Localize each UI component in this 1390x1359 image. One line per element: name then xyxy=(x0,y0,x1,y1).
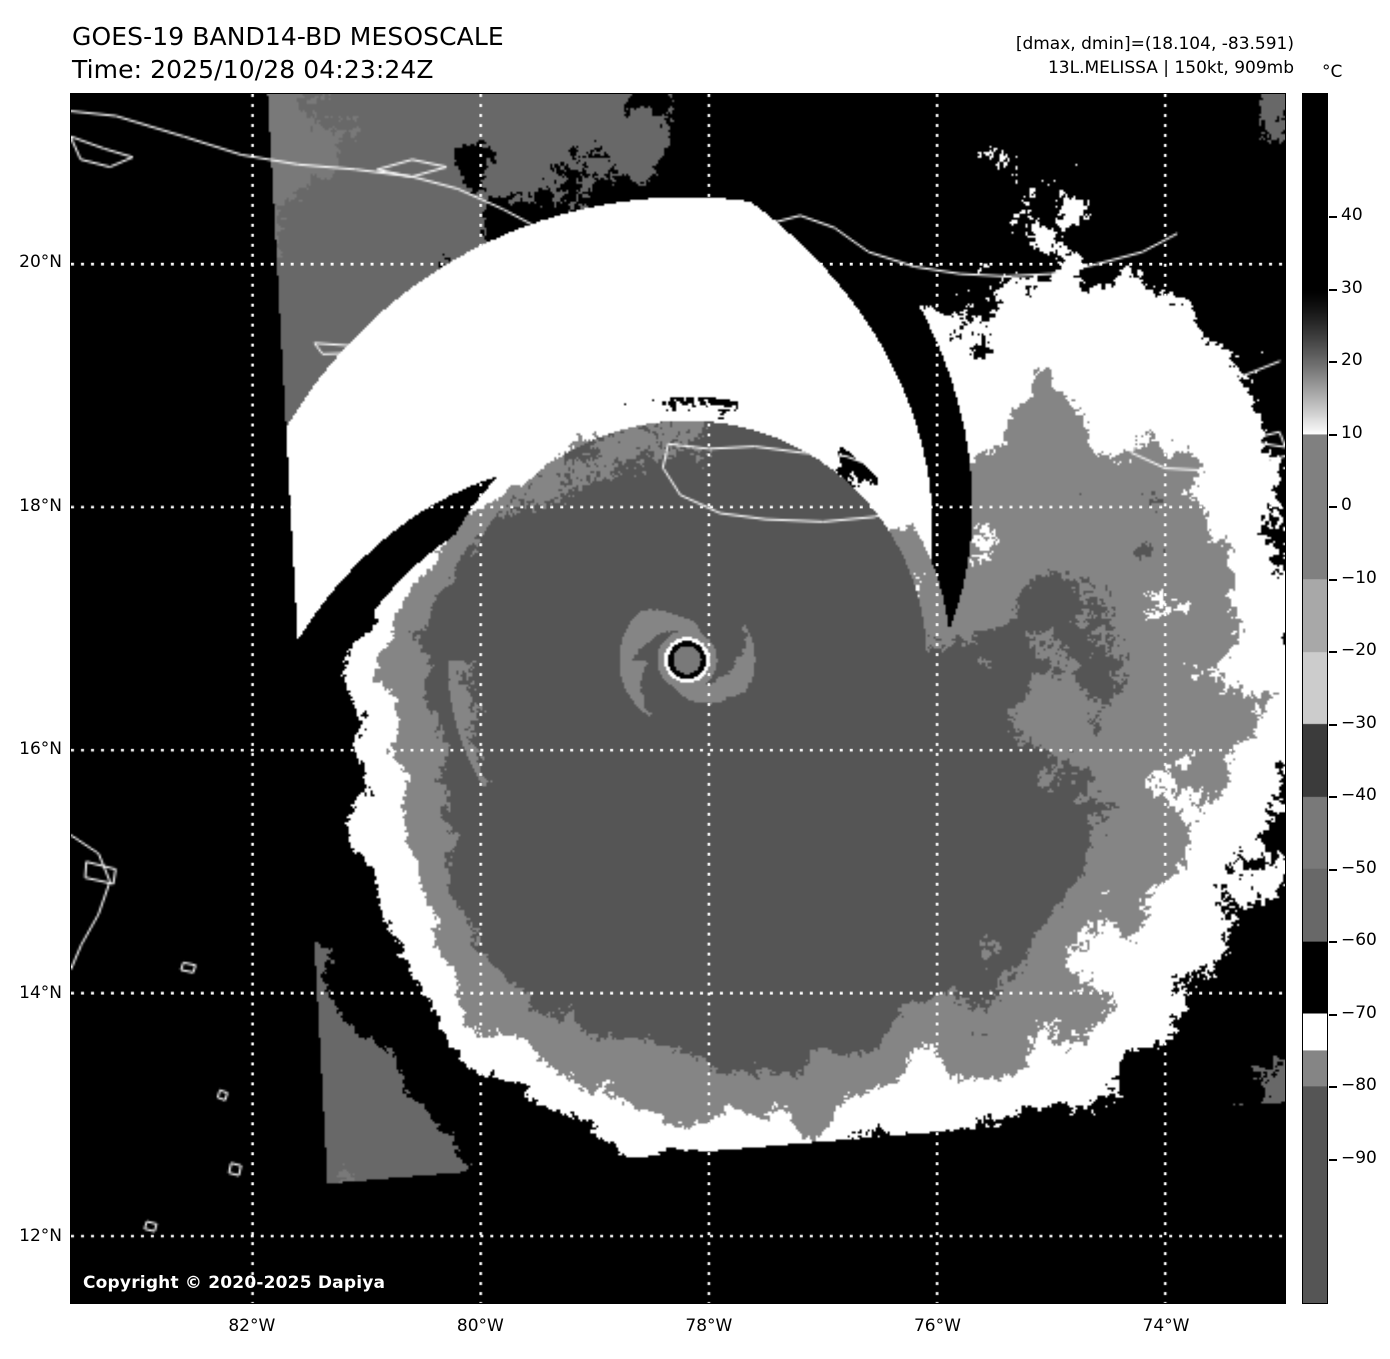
colorbar-tick-label: −70 xyxy=(1341,1002,1377,1023)
x-axis-tick-label: 80°W xyxy=(456,1316,504,1336)
colorbar-tick-mark xyxy=(1329,506,1337,508)
colorbar-tick-label: −80 xyxy=(1341,1075,1377,1096)
colorbar-tick-mark xyxy=(1329,869,1337,871)
dmax-dmin-label: [dmax, dmin]=(18.104, -83.591) xyxy=(1015,34,1294,54)
colorbar-tick-mark xyxy=(1329,361,1337,363)
colorbar-tick-label: −90 xyxy=(1341,1147,1377,1168)
x-axis-tick-label: 78°W xyxy=(685,1316,733,1336)
colorbar-tick-mark xyxy=(1329,289,1337,291)
colorbar-tick-mark xyxy=(1329,941,1337,943)
colorbar-tick-label: −50 xyxy=(1341,857,1377,878)
colorbar-unit-label: °C xyxy=(1322,62,1343,82)
satellite-image-plot[interactable]: Copyright © 2020-2025 Dapiya xyxy=(70,93,1286,1304)
colorbar-tick-label: 20 xyxy=(1341,350,1363,371)
colorbar-tick-label: 10 xyxy=(1341,422,1363,443)
page-title: GOES-19 BAND14-BD MESOSCALE xyxy=(72,22,504,51)
y-axis-tick-label: 18°N xyxy=(19,495,62,516)
colorbar-tick-mark xyxy=(1329,1086,1337,1088)
colorbar-tick-label: 30 xyxy=(1341,277,1363,298)
colorbar-tick-mark xyxy=(1329,579,1337,581)
colorbar-tick-mark xyxy=(1329,651,1337,653)
colorbar-tick-mark xyxy=(1329,216,1337,218)
y-axis-tick-label: 12°N xyxy=(19,1226,62,1247)
colorbar-tick-mark xyxy=(1329,434,1337,436)
x-axis-tick-label: 74°W xyxy=(1142,1316,1190,1336)
y-axis-tick-label: 16°N xyxy=(19,739,62,760)
timestamp-label: Time: 2025/10/28 04:23:24Z xyxy=(72,55,434,84)
colorbar-gradient xyxy=(1302,93,1328,1304)
colorbar-tick-label: −60 xyxy=(1341,930,1377,951)
colorbar-tick-mark xyxy=(1329,796,1337,798)
colorbar-tick-label: −30 xyxy=(1341,712,1377,733)
satellite-imagery-canvas xyxy=(71,94,1285,1303)
colorbar-tick-label: 0 xyxy=(1341,495,1352,516)
colorbar-tick-label: −40 xyxy=(1341,785,1377,806)
colorbar-tick-mark xyxy=(1329,724,1337,726)
colorbar-tick-label: −10 xyxy=(1341,567,1377,588)
x-axis-tick-label: 76°W xyxy=(913,1316,961,1336)
x-axis-tick-label: 82°W xyxy=(228,1316,276,1336)
colorbar-tick-label: −20 xyxy=(1341,640,1377,661)
colorbar[interactable] xyxy=(1302,93,1328,1304)
storm-info-label: 13L.MELISSA | 150kt, 909mb xyxy=(1047,58,1294,78)
metadata-block: [dmax, dmin]=(18.104, -83.591) 13L.MELIS… xyxy=(1016,32,1294,80)
colorbar-tick-mark xyxy=(1329,1014,1337,1016)
y-axis-tick-label: 20°N xyxy=(19,252,62,273)
colorbar-tick-mark xyxy=(1329,1159,1337,1161)
colorbar-tick-label: 40 xyxy=(1341,205,1363,226)
copyright-label: Copyright © 2020-2025 Dapiya xyxy=(83,1273,386,1293)
title-block: GOES-19 BAND14-BD MESOSCALE Time: 2025/1… xyxy=(72,20,772,86)
y-axis-tick-label: 14°N xyxy=(19,982,62,1003)
